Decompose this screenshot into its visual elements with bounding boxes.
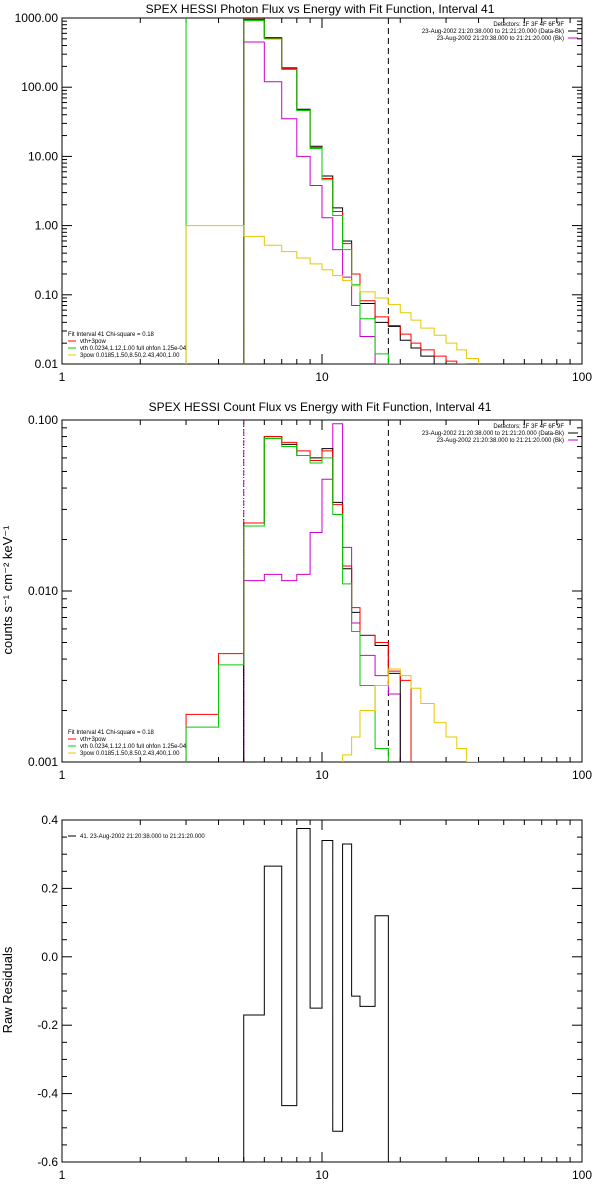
residuals-legend: 41. 23-Aug-2002 21:20:38.000 to 21:21:20… — [68, 834, 205, 840]
step-series — [185, 436, 412, 762]
info-legend-text: 23-Aug-2002 21:20:38.000 to 21:21:20.000… — [422, 431, 564, 437]
x-tick-label: 10 — [315, 370, 329, 384]
step-series — [243, 19, 435, 364]
photon-flux-panel: SPEX HESSI Photon Flux vs Energy with Fi… — [15, 2, 593, 384]
y-tick-label: 0.010 — [28, 584, 58, 598]
photon-flux-title: SPEX HESSI Photon Flux vs Energy with Fi… — [146, 2, 495, 16]
count-fit-legend: Fit Interval 41 Chi-square = 0.18vth+3po… — [68, 730, 187, 757]
fit-legend-text: Fit Interval 41 Chi-square = 0.18 — [68, 730, 155, 736]
y-tick-label: 10.00 — [28, 149, 58, 163]
y-tick-label: 0.01 — [35, 357, 59, 371]
fit-legend-text: vth+3pow — [80, 339, 107, 345]
fit-legend-text: vth+3pow — [80, 737, 107, 743]
step-series — [243, 41, 401, 364]
photon-plot-area: 1 10 100 0.01 0.10 1.00 10.00 100.00 1000.00 — [15, 11, 593, 384]
x-tick-label: 1 — [59, 1168, 66, 1182]
count-plot-area: 1 10 100 0.001 0.010 0.100 — [28, 413, 592, 782]
step-series — [243, 20, 401, 364]
residuals-plot-area: 1 10 100 -0.6 -0.4 -0.2 0.0 0.2 0.4 — [37, 813, 592, 1182]
axes-frame — [61, 419, 583, 763]
step-series — [243, 828, 389, 1162]
y-tick-label: 0.2 — [41, 881, 58, 895]
fit-legend-text: vth 0.0234,1.12,1.00 full ohfon 1.25e-04 — [80, 744, 187, 750]
x-tick-label: 100 — [572, 768, 592, 782]
y-tick-label: 1.00 — [35, 219, 59, 233]
x-tick-label: 10 — [315, 1168, 329, 1182]
info-legend-text: 23-Aug-2002 21:20:38.000 to 21:21:20.000… — [437, 438, 564, 444]
y-tick-label: 0.10 — [35, 288, 59, 302]
y-tick-label: 1000.00 — [15, 11, 59, 25]
fit-legend-text: Fit Interval 41 Chi-square = 0.18 — [68, 332, 155, 338]
y-tick-label: 0.100 — [28, 413, 58, 427]
info-legend-text: Detectors: 1F 3F 4F 6F 9F — [493, 22, 564, 28]
photon-fit-legend: Fit Interval 41 Chi-square = 0.18vth+3po… — [68, 332, 187, 359]
y-tick-label: 0.4 — [41, 813, 58, 827]
step-series — [185, 437, 389, 762]
fit-legend-text: 3pow 0.0185,1.50,8.50,2.43,400,1.00 — [80, 353, 180, 359]
y-tick-label: -0.4 — [37, 1087, 58, 1101]
x-tick-label: 100 — [572, 1168, 592, 1182]
step-series — [243, 423, 401, 762]
residuals-ylabel: Raw Residuals — [0, 946, 15, 1033]
y-tick-label: 0.001 — [28, 755, 58, 769]
fit-legend-text: vth 0.0234,1.12,1.00 full ohfon 1.25e-04 — [80, 346, 187, 352]
x-tick-label: 100 — [572, 370, 592, 384]
x-tick-label: 1 — [59, 370, 66, 384]
step-series — [342, 668, 479, 762]
x-tick-label: 10 — [315, 768, 329, 782]
y-tick-label: 100.00 — [21, 80, 58, 94]
fit-legend-text: 41. 23-Aug-2002 21:20:38.000 to 21:21:20… — [80, 834, 205, 840]
step-series — [185, 225, 480, 364]
y-tick-label: -0.2 — [37, 1018, 58, 1032]
info-legend-text: 23-Aug-2002 21:20:38.000 to 21:21:20.000… — [437, 36, 564, 42]
fit-legend-text: 3pow 0.0185,1.50,8.50,2.43,400,1.00 — [80, 751, 180, 757]
y-tick-label: -0.6 — [37, 1155, 58, 1169]
info-legend-text: 23-Aug-2002 21:20:38.000 to 21:21:20.000… — [422, 29, 564, 35]
info-legend-text: Detectors: 1F 3F 4F 6F 9F — [493, 424, 564, 430]
count-flux-title: SPEX HESSI Count Flux vs Energy with Fit… — [149, 400, 492, 414]
x-tick-label: 1 — [59, 768, 66, 782]
count-flux-ylabel: counts s⁻¹ cm⁻² keV⁻¹ — [0, 525, 15, 655]
residuals-panel: Raw Residuals 41. 23-Aug-2002 21:20:38.0… — [0, 813, 592, 1182]
count-flux-panel: SPEX HESSI Count Flux vs Energy with Fit… — [0, 400, 592, 782]
step-series — [243, 18, 467, 364]
y-tick-label: 0.0 — [41, 950, 58, 964]
